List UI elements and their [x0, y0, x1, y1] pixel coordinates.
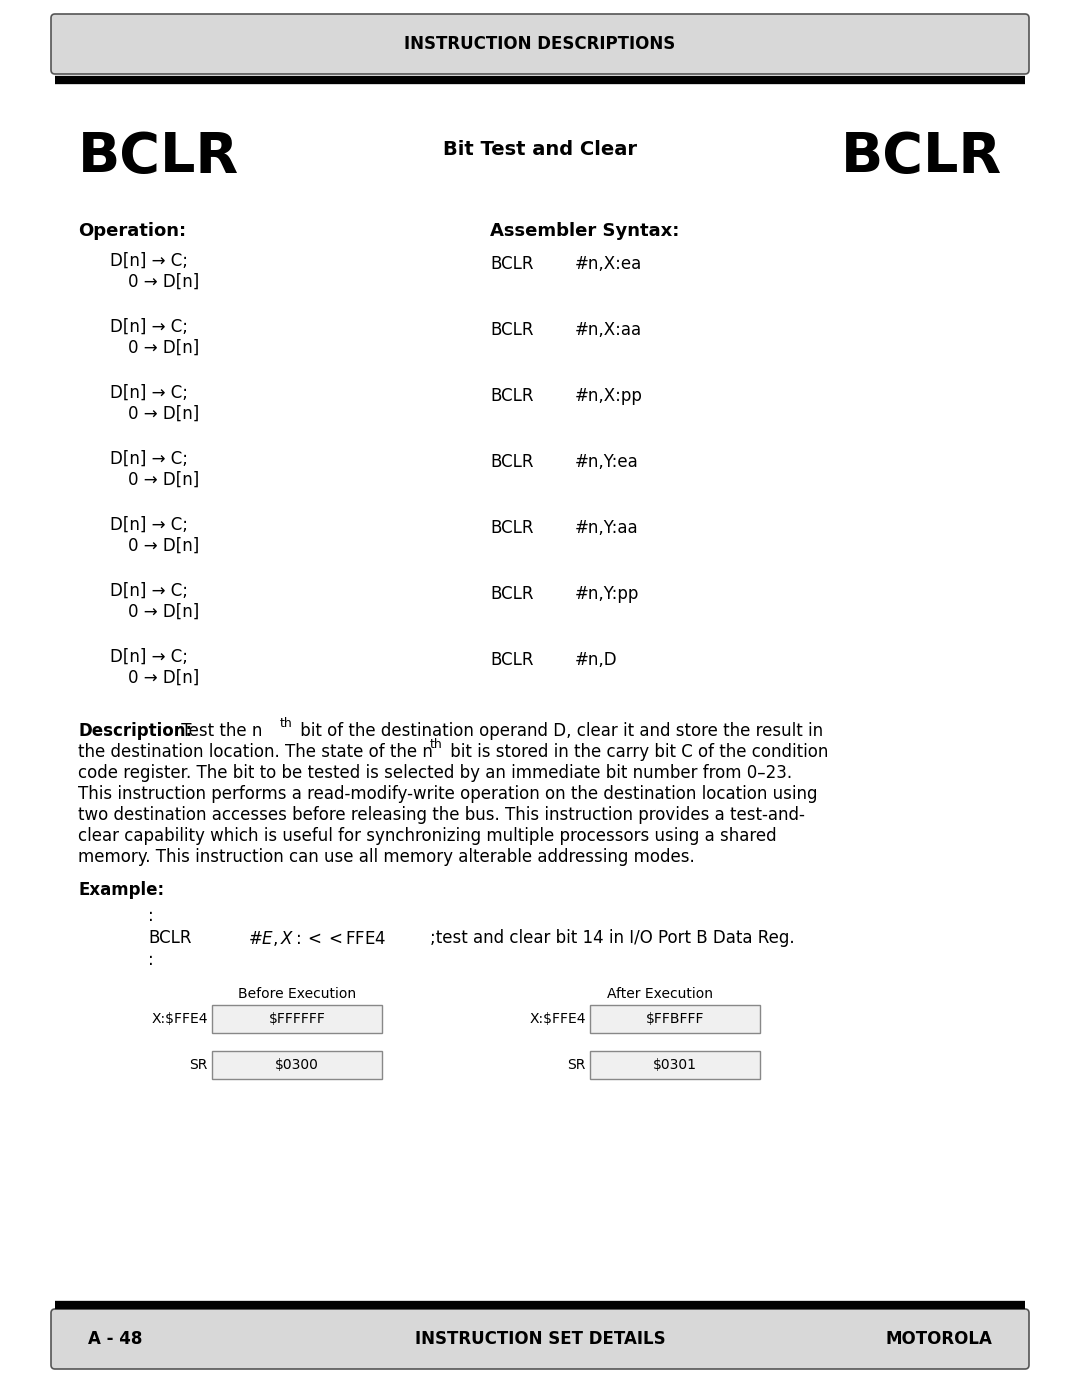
Text: 0 → D[n]: 0 → D[n] — [129, 536, 199, 555]
Text: bit of the destination operand D, clear it and store the result in: bit of the destination operand D, clear … — [295, 722, 823, 740]
Text: #n,Y:aa: #n,Y:aa — [575, 520, 638, 536]
Text: D[n] → C;: D[n] → C; — [110, 515, 188, 534]
Text: BCLR: BCLR — [148, 929, 191, 947]
Text: code register. The bit to be tested is selected by an immediate bit number from : code register. The bit to be tested is s… — [78, 764, 792, 782]
Text: 0 → D[n]: 0 → D[n] — [129, 471, 199, 489]
Text: After Execution: After Execution — [607, 988, 713, 1002]
Text: BCLR: BCLR — [490, 585, 534, 604]
Text: ;test and clear bit 14 in I/O Port B Data Reg.: ;test and clear bit 14 in I/O Port B Dat… — [430, 929, 795, 947]
Text: Description:: Description: — [78, 722, 192, 740]
Text: X:$FFE4: X:$FFE4 — [529, 1011, 586, 1025]
Text: SR: SR — [568, 1058, 586, 1071]
Text: #n,X:ea: #n,X:ea — [575, 256, 643, 272]
Text: A - 48: A - 48 — [87, 1330, 143, 1348]
Text: BCLR: BCLR — [490, 387, 534, 405]
Text: BCLR: BCLR — [78, 130, 239, 184]
FancyBboxPatch shape — [590, 1051, 760, 1078]
Text: bit is stored in the carry bit C of the condition: bit is stored in the carry bit C of the … — [445, 743, 828, 761]
Text: This instruction performs a read-modify-write operation on the destination locat: This instruction performs a read-modify-… — [78, 785, 818, 803]
Text: $0300: $0300 — [275, 1058, 319, 1071]
Text: SR: SR — [190, 1058, 208, 1071]
Text: D[n] → C;: D[n] → C; — [110, 450, 188, 468]
Text: clear capability which is useful for synchronizing multiple processors using a s: clear capability which is useful for syn… — [78, 827, 777, 845]
Text: BCLR: BCLR — [490, 256, 534, 272]
FancyBboxPatch shape — [212, 1004, 382, 1032]
Text: Test the n: Test the n — [176, 722, 262, 740]
Text: 0 → D[n]: 0 → D[n] — [129, 669, 199, 687]
Text: #n,D: #n,D — [575, 651, 618, 669]
Text: 0 → D[n]: 0 → D[n] — [129, 604, 199, 622]
Text: :: : — [148, 951, 153, 970]
Text: Before Execution: Before Execution — [238, 988, 356, 1002]
Text: Assembler Syntax:: Assembler Syntax: — [490, 222, 679, 240]
Text: BCLR: BCLR — [490, 520, 534, 536]
Text: $0301: $0301 — [653, 1058, 697, 1071]
Text: :: : — [148, 907, 153, 925]
Text: #n,Y:ea: #n,Y:ea — [575, 453, 638, 471]
Text: #n,X:pp: #n,X:pp — [575, 387, 643, 405]
Text: 0 → D[n]: 0 → D[n] — [129, 339, 199, 358]
Text: D[n] → C;: D[n] → C; — [110, 251, 188, 270]
Text: INSTRUCTION SET DETAILS: INSTRUCTION SET DETAILS — [415, 1330, 665, 1348]
FancyBboxPatch shape — [212, 1051, 382, 1078]
Text: Operation:: Operation: — [78, 222, 186, 240]
Text: Example:: Example: — [78, 882, 164, 900]
Text: two destination accesses before releasing the bus. This instruction provides a t: two destination accesses before releasin… — [78, 806, 805, 824]
Text: BCLR: BCLR — [490, 453, 534, 471]
Text: X:$FFE4: X:$FFE4 — [151, 1011, 208, 1025]
Text: BCLR: BCLR — [490, 321, 534, 339]
Text: D[n] → C;: D[n] → C; — [110, 319, 188, 337]
Text: MOTOROLA: MOTOROLA — [886, 1330, 993, 1348]
Text: $FFFFFF: $FFFFFF — [269, 1011, 325, 1025]
Text: D[n] → C;: D[n] → C; — [110, 583, 188, 599]
Text: th: th — [430, 738, 443, 752]
FancyBboxPatch shape — [51, 1309, 1029, 1369]
Text: the destination location. The state of the n: the destination location. The state of t… — [78, 743, 433, 761]
Text: Bit Test and Clear: Bit Test and Clear — [443, 140, 637, 159]
Text: #n,Y:pp: #n,Y:pp — [575, 585, 639, 604]
Text: D[n] → C;: D[n] → C; — [110, 648, 188, 666]
Text: th: th — [280, 717, 293, 731]
FancyBboxPatch shape — [590, 1004, 760, 1032]
Text: BCLR: BCLR — [490, 651, 534, 669]
Text: D[n] → C;: D[n] → C; — [110, 384, 188, 402]
Text: 0 → D[n]: 0 → D[n] — [129, 272, 199, 291]
Text: $FFBFFF: $FFBFFF — [646, 1011, 704, 1025]
Text: 0 → D[n]: 0 → D[n] — [129, 405, 199, 423]
Text: memory. This instruction can use all memory alterable addressing modes.: memory. This instruction can use all mem… — [78, 848, 694, 866]
Text: INSTRUCTION DESCRIPTIONS: INSTRUCTION DESCRIPTIONS — [404, 35, 676, 53]
FancyBboxPatch shape — [51, 14, 1029, 74]
Text: #n,X:aa: #n,X:aa — [575, 321, 643, 339]
Text: BCLR: BCLR — [841, 130, 1002, 184]
Text: #$E,X:<<$FFE4: #$E,X:<<$FFE4 — [248, 929, 387, 949]
